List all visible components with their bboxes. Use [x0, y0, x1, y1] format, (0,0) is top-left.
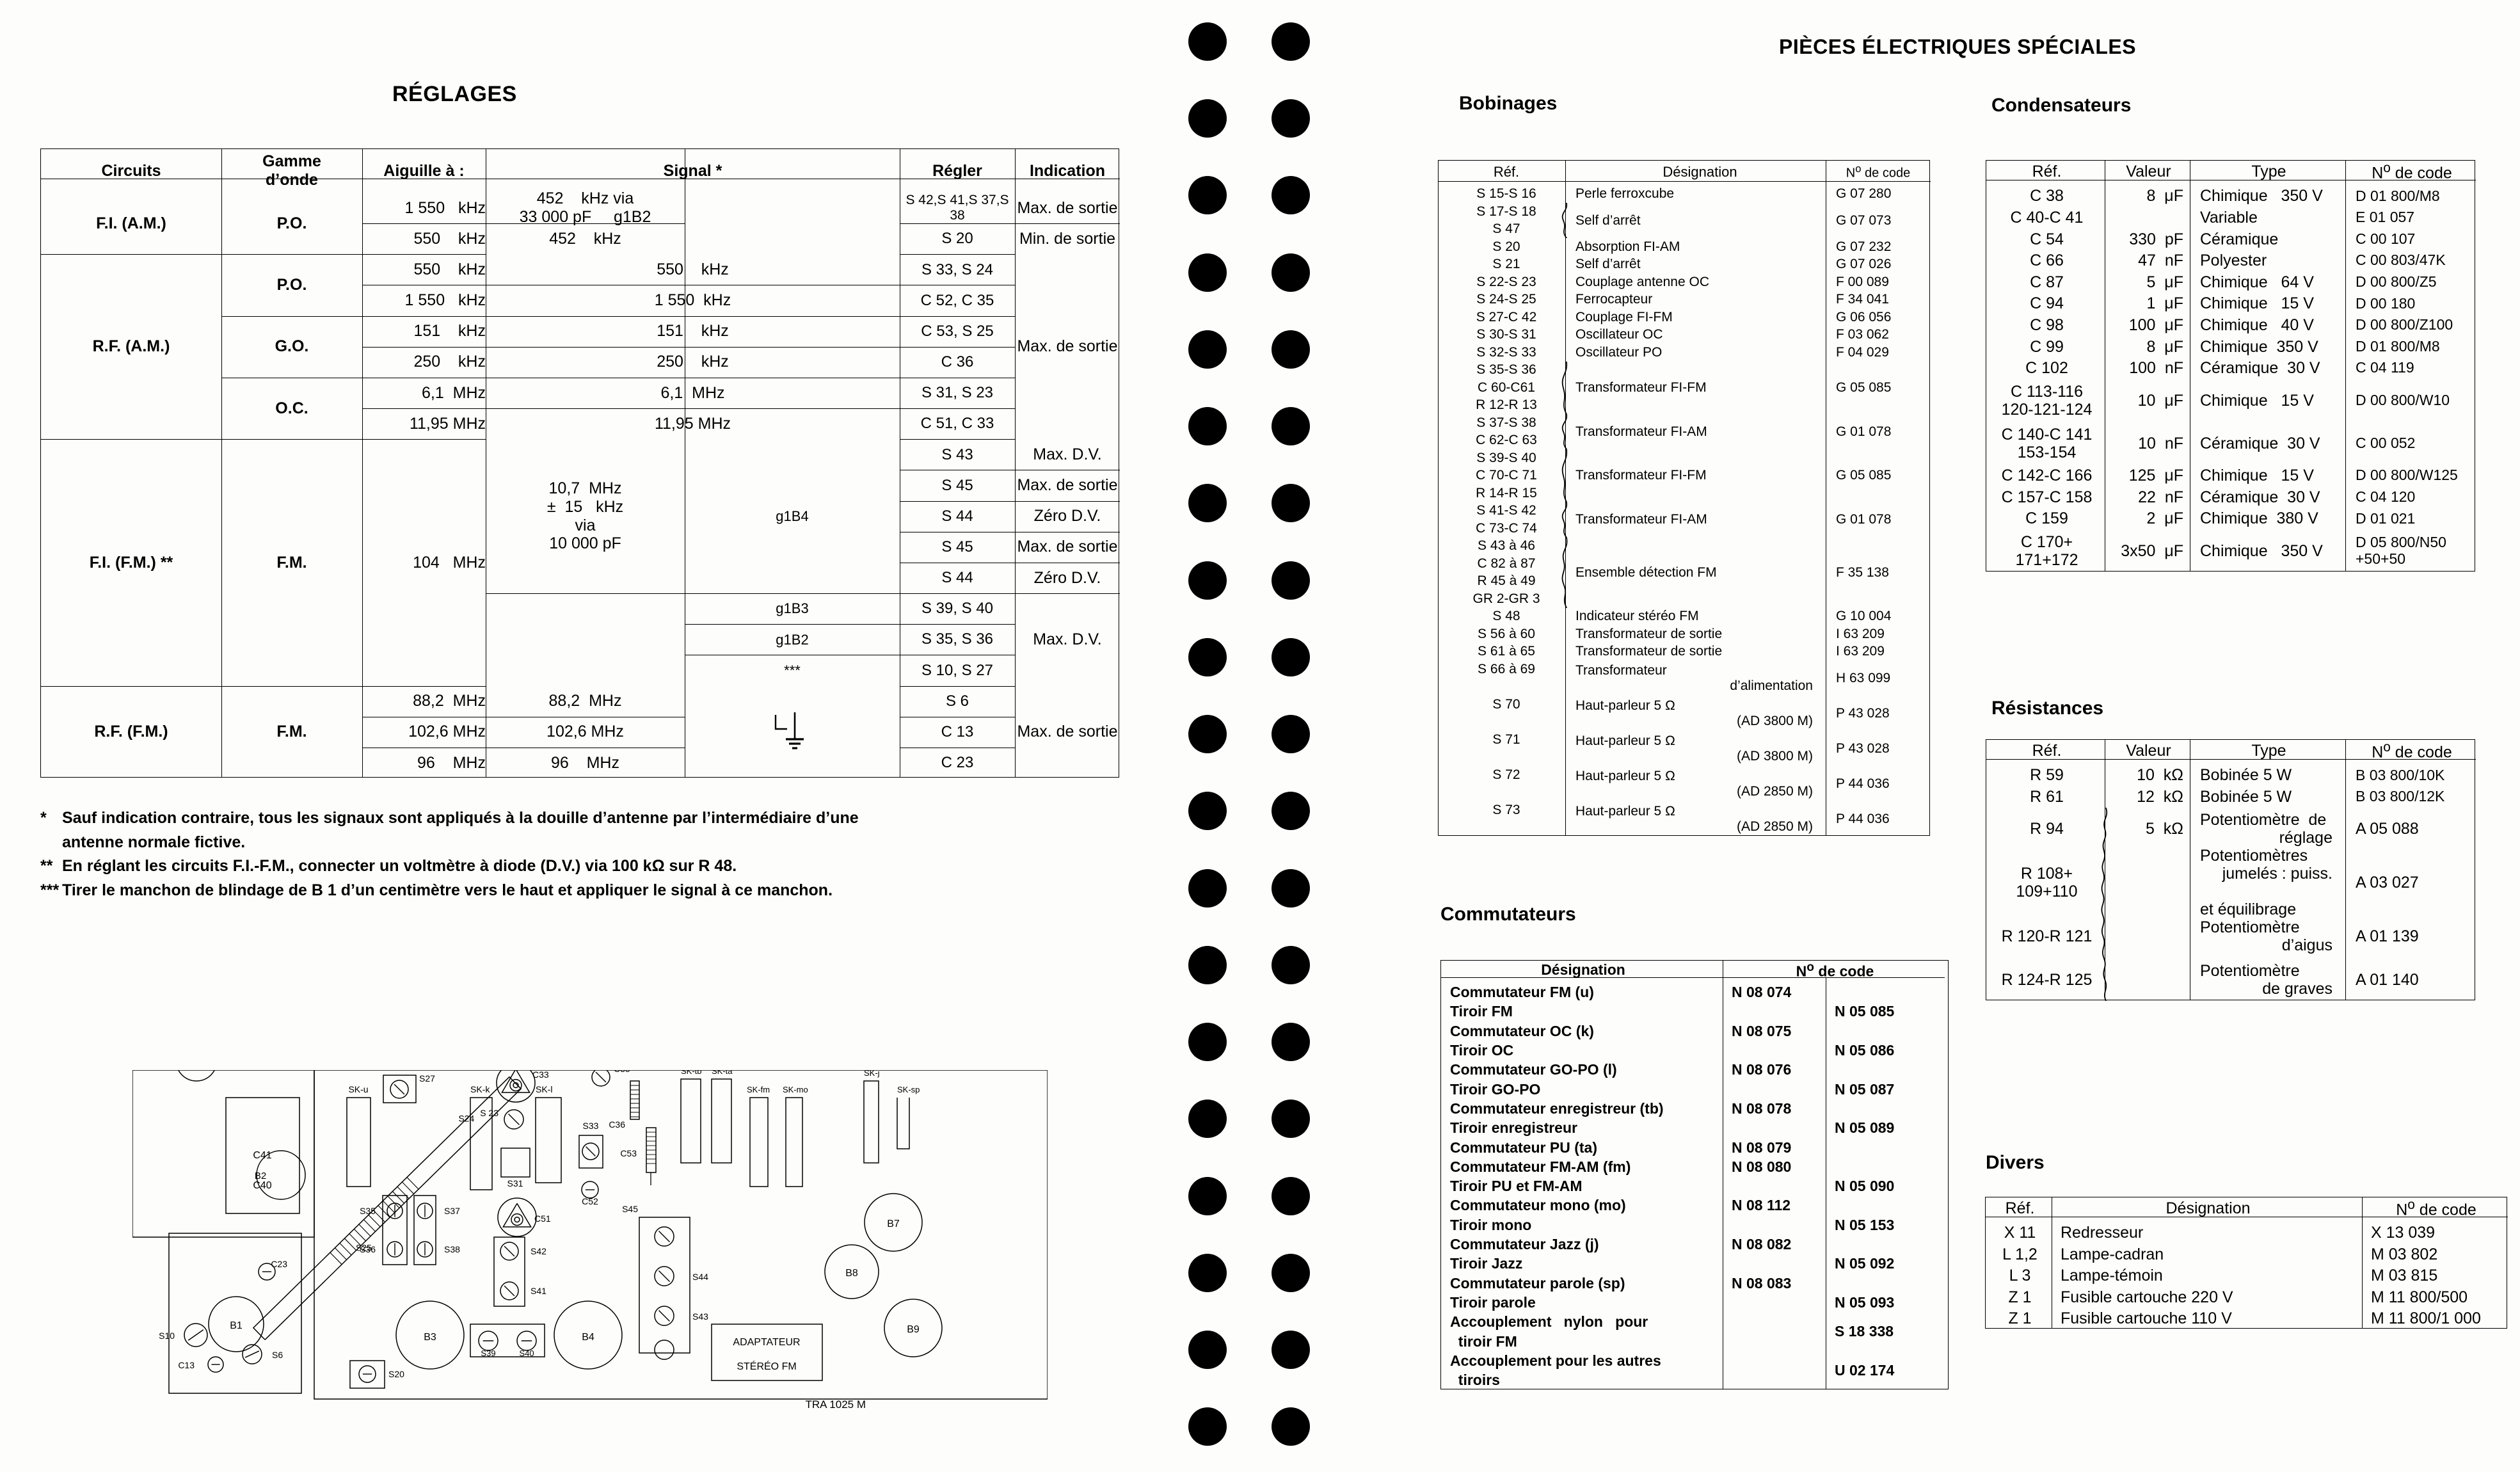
svg-text:S6: S6: [272, 1350, 283, 1360]
svg-text:SK-k: SK-k: [470, 1084, 490, 1094]
svg-text:S36: S36: [360, 1244, 376, 1254]
svg-text:TRA 1025 M: TRA 1025 M: [806, 1398, 866, 1411]
svg-text:SK-j: SK-j: [864, 1070, 880, 1078]
svg-text:S24: S24: [458, 1114, 474, 1124]
svg-text:S42: S42: [530, 1246, 546, 1256]
svg-text:S38: S38: [444, 1244, 460, 1254]
svg-text:SK-sp: SK-sp: [897, 1085, 920, 1094]
svg-text:C40: C40: [253, 1180, 271, 1191]
svg-text:B9: B9: [907, 1324, 920, 1335]
svg-text:S44: S44: [692, 1272, 708, 1282]
svg-text:SK-tb: SK-tb: [681, 1070, 702, 1076]
svg-text:B1: B1: [230, 1320, 243, 1331]
svg-text:S43: S43: [692, 1311, 708, 1322]
svg-text:S33: S33: [583, 1121, 599, 1131]
svg-text:SK-u: SK-u: [348, 1084, 368, 1094]
svg-text:S45: S45: [622, 1204, 638, 1214]
svg-text:S10: S10: [159, 1331, 175, 1341]
svg-text:B3: B3: [424, 1332, 436, 1343]
svg-text:B2: B2: [255, 1171, 266, 1181]
svg-text:ADAPTATEUR: ADAPTATEUR: [733, 1337, 800, 1348]
svg-text:SK-l: SK-l: [536, 1084, 552, 1094]
svg-text:S27: S27: [419, 1073, 435, 1084]
svg-text:S 23: S 23: [480, 1108, 498, 1118]
svg-text:C35: C35: [614, 1070, 630, 1074]
svg-text:C52: C52: [582, 1196, 598, 1206]
svg-text:C13: C13: [178, 1360, 195, 1370]
svg-text:SK-fm: SK-fm: [747, 1085, 770, 1094]
svg-text:S40: S40: [519, 1348, 534, 1358]
svg-text:SK-mo: SK-mo: [783, 1085, 808, 1094]
svg-text:SK-ta: SK-ta: [712, 1070, 733, 1076]
svg-text:B4: B4: [582, 1332, 594, 1343]
svg-text:S39: S39: [481, 1348, 495, 1358]
svg-text:C33: C33: [532, 1070, 549, 1080]
svg-text:C53: C53: [620, 1148, 637, 1158]
svg-text:C36: C36: [609, 1119, 625, 1130]
svg-text:S20: S20: [388, 1369, 404, 1379]
svg-text:B7: B7: [887, 1219, 900, 1229]
svg-text:C23: C23: [271, 1259, 287, 1269]
svg-text:C51: C51: [534, 1213, 551, 1224]
svg-text:S37: S37: [444, 1206, 460, 1216]
svg-text:S31: S31: [507, 1178, 523, 1188]
svg-text:B8: B8: [845, 1268, 858, 1279]
svg-text:S41: S41: [530, 1286, 546, 1296]
svg-text:S35: S35: [360, 1206, 376, 1216]
svg-text:STÉRÉO FM: STÉRÉO FM: [737, 1360, 796, 1372]
